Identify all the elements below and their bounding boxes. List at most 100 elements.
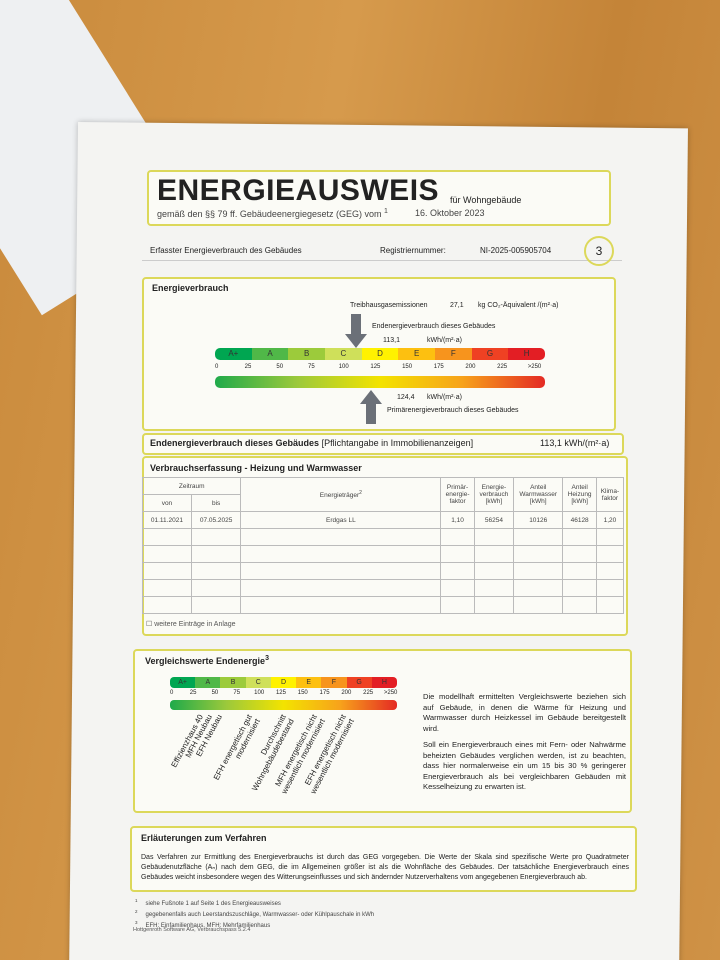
empty-cell (240, 579, 442, 597)
empty-cell (473, 545, 515, 563)
header-cell: Energie-verbrauch [kWh] (473, 477, 515, 512)
empty-cell (190, 579, 242, 597)
footnote-text: EFH: Einfamilienhaus, MFH: Mehrfamilienh… (145, 923, 271, 929)
gradient-bar (215, 376, 545, 388)
table-cell: 1,20 (595, 511, 625, 529)
empty-cell (240, 545, 442, 563)
class-cell: C (245, 677, 271, 688)
emissions-value: 27,1 (450, 302, 464, 309)
scale-label: 50 (211, 690, 219, 696)
scale-label: 25 (189, 690, 197, 696)
empty-cell (240, 528, 442, 546)
comparison-title: Vergleichswerte Endenergie3 (145, 655, 269, 666)
header-text: Anteil (571, 484, 588, 491)
scale-label: 150 (402, 364, 413, 370)
class-cell: H (371, 677, 397, 688)
empty-cell (440, 545, 475, 563)
arrow-shape (345, 314, 367, 348)
scale-label: 100 (338, 364, 349, 370)
header-text: Primär- (446, 484, 469, 491)
empty-cell (595, 545, 625, 563)
data-row: 01.11.2021 07.05.2025 Erdgas LL 1,10 56254 10… (142, 511, 625, 529)
header-cell: von (142, 494, 192, 512)
end-arrow (345, 314, 367, 348)
scale-label: >250 (383, 690, 398, 696)
scale-label: 125 (275, 690, 286, 696)
footnote-mark: 2 (359, 489, 362, 496)
class-cell: C (325, 348, 362, 360)
footnote-mark: 3 (135, 920, 138, 925)
table-body: Zeitraum Energieträger2 Primär-energie-fak… (141, 477, 625, 614)
empty-cell (513, 579, 564, 597)
table-note: ☐ weitere Einträge in Anlage (146, 621, 236, 628)
empty-row (142, 545, 625, 563)
primary-label: Primärenergieverbrauch dieses Gebäudes (387, 407, 519, 414)
law-text: gemäß den §§ 79 ff. Gebäudeenergiegesetz… (157, 209, 382, 219)
end-value: 113,1 (383, 337, 400, 344)
reg-number: NI-2025-005905704 (480, 246, 552, 255)
header-text: [kWh] (571, 498, 588, 505)
class-bar: A+ A B C D E F G H (170, 677, 397, 688)
class-cell: F (435, 348, 472, 360)
primary-value: 124,4 (397, 394, 415, 401)
class-cell: F (321, 677, 347, 688)
header-text: [kWh] (529, 498, 547, 505)
empty-cell (562, 528, 597, 546)
class-cell: E (296, 677, 322, 688)
section-bar (142, 240, 622, 261)
footnote-text: siehe Fußnote 1 auf Seite 1 des Energiea… (145, 901, 281, 907)
footer: Hottgenroth Software AG, Verbrauchspass … (133, 927, 251, 933)
primary-unit: kWh/(m²·a) (427, 394, 462, 401)
empty-row (142, 528, 625, 546)
header-cell: Energieträger2 (240, 477, 442, 512)
summary-value: 113,1 kWh/(m²·a) (540, 438, 610, 448)
class-cell: E (398, 348, 435, 360)
header-cell: Anteil Warmwasser [kWh] (513, 477, 564, 512)
scale: 0 25 50 75 100 125 150 175 200 225 >250 (170, 690, 397, 699)
comparison-text: Die modellhaft ermittelten Vergleichswer… (423, 692, 626, 793)
class-cell: A (195, 677, 221, 688)
reg-label: Registriernummer: (380, 246, 446, 255)
empty-cell (440, 562, 475, 580)
class-bar: A+ A B C D E F G H (215, 348, 545, 360)
header-box (147, 170, 611, 226)
explanation-title: Erläuterungen zum Verfahren (141, 833, 267, 843)
header-cell: Klima-faktor (595, 477, 625, 512)
footnote: 1 siehe Fußnote 1 auf Seite 1 des Energie… (135, 897, 555, 908)
emissions-label: Treibhausgasemissionen (350, 302, 428, 309)
scale: 0 25 50 75 100 125 150 175 200 225 >250 (215, 364, 545, 374)
empty-cell (595, 579, 625, 597)
empty-cell (190, 596, 242, 614)
header-cell: Zeitraum (141, 477, 242, 495)
scale-label: 225 (497, 364, 508, 370)
header-cell: bis (190, 494, 242, 512)
comparison-title-text: Vergleichswerte Endenergie (145, 656, 266, 666)
empty-cell (440, 579, 475, 597)
empty-cell (562, 596, 597, 614)
empty-cell (513, 562, 564, 580)
empty-cell (142, 579, 192, 597)
empty-cell (473, 596, 515, 614)
header-text: faktor (449, 498, 466, 505)
header-text: Energieträger (319, 492, 360, 500)
empty-cell (473, 528, 515, 546)
header-text: faktor (601, 494, 619, 502)
scale-label: 75 (233, 690, 241, 696)
footnote-mark: 1 (135, 898, 138, 903)
empty-row (142, 596, 625, 614)
scale-label: 0 (170, 690, 174, 696)
table-cell: 56254 (473, 511, 515, 529)
empty-cell (142, 528, 192, 546)
empty-cell (562, 579, 597, 597)
scale-label: 0 (215, 364, 219, 370)
table-cell: 01.11.2021 (142, 511, 192, 529)
scale-label: 150 (297, 690, 308, 696)
table-title: Verbrauchserfassung - Heizung und Warmwa… (150, 463, 362, 473)
class-cell: D (361, 348, 399, 360)
class-cell: B (288, 348, 325, 360)
scale-label: 25 (244, 364, 252, 370)
empty-cell (595, 596, 625, 614)
gradient-bar (170, 700, 397, 710)
summary-label: Endenergieverbrauch dieses Gebäudes (150, 438, 320, 448)
